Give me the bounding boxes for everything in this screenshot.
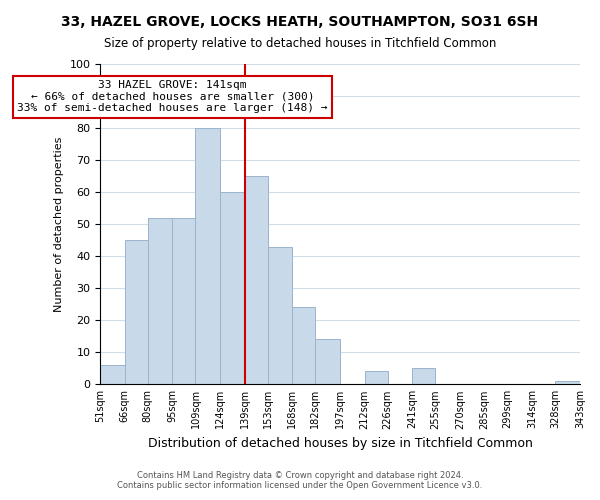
Bar (556, 381, 580, 384)
Bar (148, 218, 172, 384)
Bar (125, 240, 148, 384)
Bar (268, 246, 292, 384)
Y-axis label: Number of detached properties: Number of detached properties (54, 136, 64, 312)
Bar (220, 192, 245, 384)
Bar (245, 176, 268, 384)
Bar (196, 128, 220, 384)
Bar (172, 218, 196, 384)
Text: Contains HM Land Registry data © Crown copyright and database right 2024.
Contai: Contains HM Land Registry data © Crown c… (118, 470, 482, 490)
Text: 33, HAZEL GROVE, LOCKS HEATH, SOUTHAMPTON, SO31 6SH: 33, HAZEL GROVE, LOCKS HEATH, SOUTHAMPTO… (61, 15, 539, 29)
Text: Size of property relative to detached houses in Titchfield Common: Size of property relative to detached ho… (104, 38, 496, 51)
Bar (365, 372, 388, 384)
Bar (316, 340, 340, 384)
Bar (292, 308, 316, 384)
Text: 33 HAZEL GROVE: 141sqm
← 66% of detached houses are smaller (300)
33% of semi-de: 33 HAZEL GROVE: 141sqm ← 66% of detached… (17, 80, 328, 113)
X-axis label: Distribution of detached houses by size in Titchfield Common: Distribution of detached houses by size … (148, 437, 533, 450)
Bar (412, 368, 436, 384)
Bar (100, 365, 125, 384)
